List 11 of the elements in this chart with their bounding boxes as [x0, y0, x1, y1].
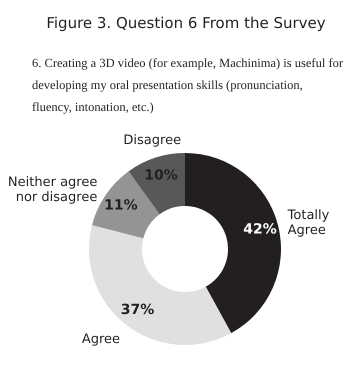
- slice-label: Agree: [82, 332, 120, 347]
- chart-subtitle: 6. Creating a 3D video (for example, Machinima) is useful for developing my oral presentation skills (pronunciation, fluency, intonation, etc.): [32, 55, 344, 116]
- data-label: 37%: [120, 302, 154, 318]
- slice-label: Neither agree nor disagree: [8, 174, 98, 205]
- data-label: 42%: [243, 222, 277, 238]
- slice-label: Disagree: [123, 133, 182, 148]
- data-label: 11%: [104, 197, 138, 214]
- slice-label: Totally Agree: [286, 208, 330, 238]
- donut-slice: [185, 153, 281, 334]
- data-label: 10%: [144, 167, 178, 184]
- chart-title: Figure 3. Question 6 From the Survey: [45, 13, 327, 32]
